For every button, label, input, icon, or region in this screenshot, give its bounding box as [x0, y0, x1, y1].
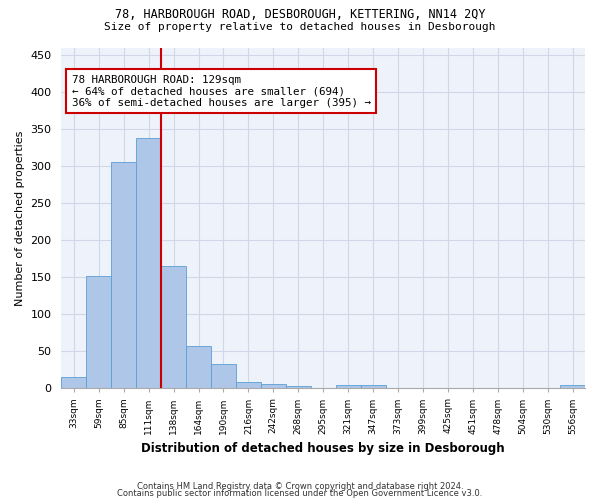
Bar: [161, 266, 186, 388]
Bar: [111, 162, 136, 388]
Bar: [136, 138, 161, 388]
Bar: [286, 386, 311, 388]
Bar: [186, 346, 211, 389]
Bar: [61, 377, 86, 388]
Text: Contains HM Land Registry data © Crown copyright and database right 2024.: Contains HM Land Registry data © Crown c…: [137, 482, 463, 491]
Y-axis label: Number of detached properties: Number of detached properties: [15, 130, 25, 306]
Bar: [261, 384, 286, 388]
Bar: [560, 386, 585, 388]
Text: 78, HARBOROUGH ROAD, DESBOROUGH, KETTERING, NN14 2QY: 78, HARBOROUGH ROAD, DESBOROUGH, KETTERI…: [115, 8, 485, 20]
Bar: [86, 276, 111, 388]
Text: Size of property relative to detached houses in Desborough: Size of property relative to detached ho…: [104, 22, 496, 32]
Text: Contains public sector information licensed under the Open Government Licence v3: Contains public sector information licen…: [118, 490, 482, 498]
Bar: [361, 384, 386, 388]
Bar: [335, 384, 361, 388]
X-axis label: Distribution of detached houses by size in Desborough: Distribution of detached houses by size …: [142, 442, 505, 455]
Bar: [236, 382, 261, 388]
Text: 78 HARBOROUGH ROAD: 129sqm
← 64% of detached houses are smaller (694)
36% of sem: 78 HARBOROUGH ROAD: 129sqm ← 64% of deta…: [72, 75, 371, 108]
Bar: [211, 364, 236, 388]
